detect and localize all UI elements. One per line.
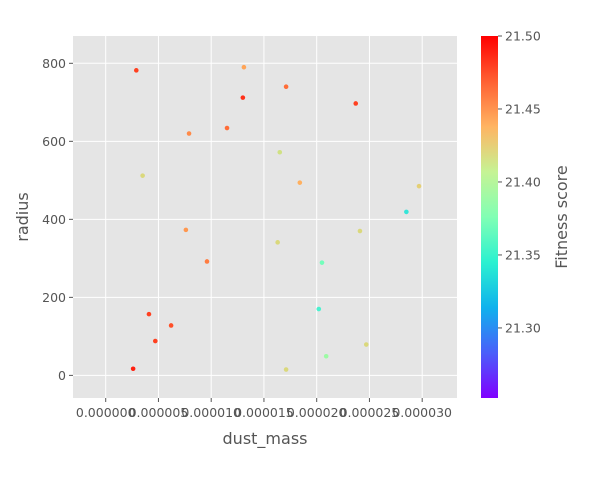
scatter-point [353, 101, 359, 106]
points-layer [130, 64, 422, 372]
scatter-point [363, 342, 369, 347]
y-axis-label: radius [13, 192, 32, 241]
scatter-point [297, 180, 303, 185]
colorbar-tick-label: 21.45 [505, 101, 541, 116]
x-tick-label: 0.000000 [76, 405, 136, 420]
colorbar-tick-label: 21.40 [505, 174, 541, 189]
colorbar-tick-label: 21.50 [505, 29, 541, 44]
y-axis-ticks: 0 200 400 600 800 [42, 56, 73, 383]
y-tick-label: 400 [42, 212, 66, 227]
scatter-point [183, 227, 189, 233]
colorbar-tick-label: 21.30 [505, 320, 541, 335]
scatter-point [316, 306, 322, 312]
scatter-point [319, 260, 325, 265]
x-tick-label: 0.000020 [287, 405, 347, 420]
scatter-point [275, 240, 280, 245]
y-tick-label: 600 [42, 134, 66, 149]
grid [73, 36, 457, 398]
x-tick-label: 0.000025 [340, 405, 400, 420]
colorbar [481, 36, 498, 398]
y-tick-label: 200 [42, 290, 66, 305]
scatter-point [283, 84, 289, 90]
y-tick-label: 800 [42, 56, 66, 71]
scatter-point [186, 131, 192, 136]
scatter-point [204, 259, 210, 264]
x-tick-label: 0.000010 [181, 405, 241, 420]
scatter-point [130, 366, 136, 372]
scatter-point [146, 311, 152, 317]
y-tick-label: 0 [58, 368, 66, 383]
scatter-point [404, 209, 409, 215]
scatter-point [224, 125, 230, 131]
colorbar-tick-label: 21.35 [505, 247, 541, 262]
x-tick-label: 0.000030 [392, 405, 452, 420]
colorbar-label: Fitness score [552, 165, 571, 269]
scatter-point [283, 367, 289, 372]
x-tick-label: 0.000005 [129, 405, 189, 420]
scatter-point [140, 173, 145, 178]
scatter-point [241, 64, 247, 70]
scatter-point [416, 183, 422, 189]
scatter-point [323, 353, 329, 359]
scatter-point [357, 228, 363, 234]
colorbar-ticks: 21.30 21.35 21.40 21.45 21.50 [498, 29, 541, 335]
plot-background [73, 36, 457, 398]
x-tick-label: 0.000015 [234, 405, 294, 420]
scatter-point [168, 323, 174, 328]
scatter-point [152, 338, 158, 344]
x-axis-label: dust_mass [223, 429, 308, 449]
scatter-point [133, 68, 139, 73]
x-axis-ticks: 0.0000000.0000050.0000100.0000150.000020… [76, 398, 452, 420]
scatter-point [240, 95, 246, 100]
scatter-point [277, 149, 283, 155]
